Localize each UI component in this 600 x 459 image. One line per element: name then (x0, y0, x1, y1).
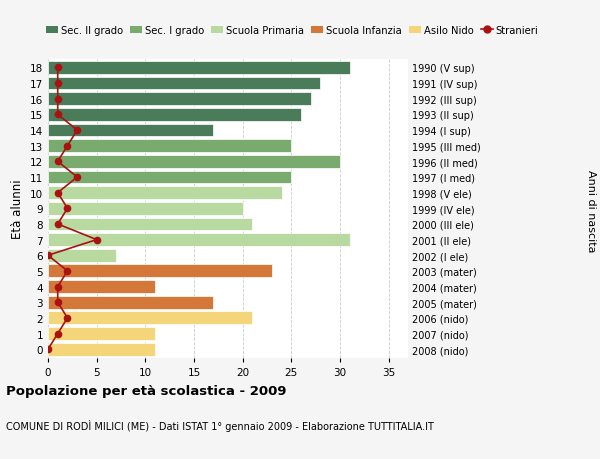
Bar (48, 171, 291, 184)
Text: Anni di nascita: Anni di nascita (586, 170, 596, 252)
Legend: Sec. II grado, Sec. I grado, Scuola Primaria, Scuola Infanzia, Asilo Nido, Stran: Sec. II grado, Sec. I grado, Scuola Prim… (46, 26, 538, 36)
Bar (48, 78, 320, 90)
Bar (48, 156, 340, 168)
Bar (48, 343, 155, 356)
Bar (48, 62, 350, 75)
Bar (48, 187, 281, 200)
Bar (48, 312, 253, 325)
Bar (48, 93, 311, 106)
Bar (48, 327, 155, 340)
Text: COMUNE DI RODÌ MILICI (ME) - Dati ISTAT 1° gennaio 2009 - Elaborazione TUTTITALI: COMUNE DI RODÌ MILICI (ME) - Dati ISTAT … (6, 420, 434, 431)
Bar (48, 202, 242, 215)
Text: Popolazione per età scolastica - 2009: Popolazione per età scolastica - 2009 (6, 384, 287, 397)
Bar (48, 140, 291, 153)
Bar (48, 109, 301, 122)
Bar (48, 280, 155, 293)
Bar (48, 249, 116, 262)
Bar (48, 296, 214, 309)
Bar (48, 265, 272, 278)
Bar (48, 218, 253, 231)
Bar (48, 124, 214, 137)
Y-axis label: Età alunni: Età alunni (11, 179, 25, 239)
Bar (48, 234, 350, 246)
